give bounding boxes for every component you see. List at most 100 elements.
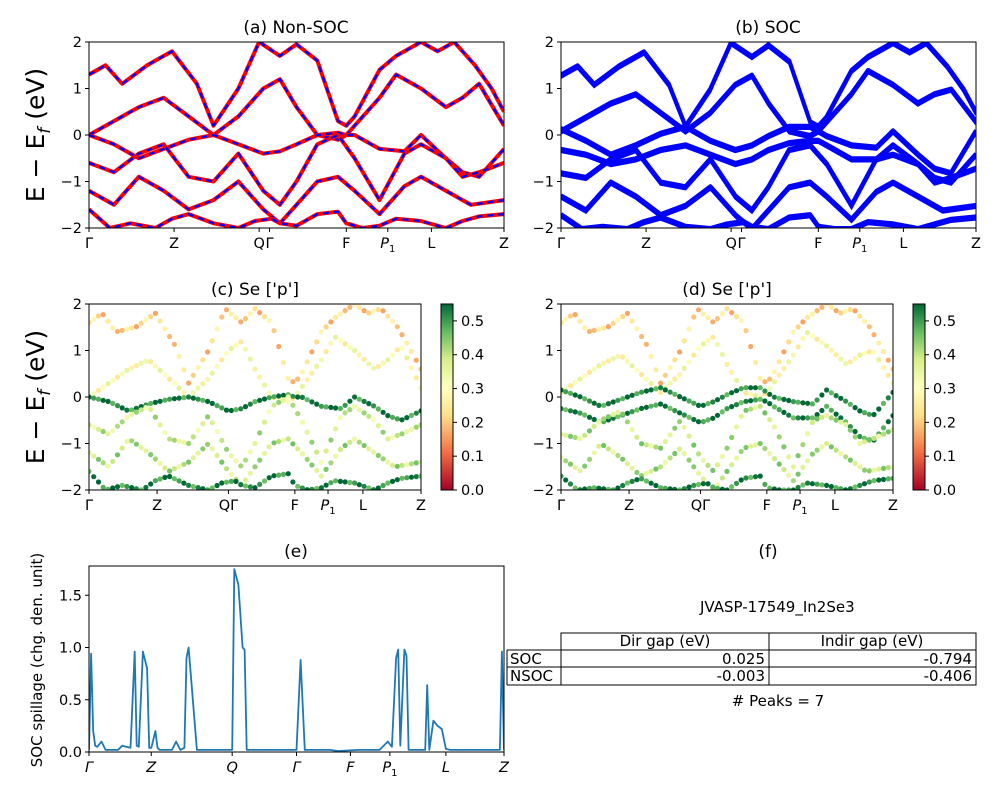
- band-point: [786, 359, 792, 365]
- band-point: [786, 412, 792, 418]
- band-point: [561, 454, 564, 460]
- band-point: [790, 478, 797, 484]
- band-point: [596, 443, 602, 449]
- band-point: [190, 483, 196, 490]
- band-point: [667, 486, 673, 490]
- band-point: [408, 365, 415, 371]
- band-line-split-2: [561, 127, 976, 177]
- band-point: [333, 314, 339, 320]
- band-point: [567, 408, 574, 414]
- band-point: [748, 398, 754, 404]
- band-point: [247, 449, 253, 455]
- band-point: [261, 419, 268, 425]
- band-point: [757, 375, 763, 381]
- band-point: [333, 453, 339, 459]
- band-point: [843, 308, 849, 314]
- band-point: [252, 440, 258, 447]
- band-point: [639, 441, 645, 447]
- band-point: [195, 427, 201, 433]
- band-point: [290, 441, 296, 447]
- band-point: [691, 400, 697, 406]
- band-point: [352, 480, 358, 486]
- band-point: [876, 340, 882, 346]
- band-point: [605, 446, 612, 452]
- table-header-indir: Indir gap (eV): [821, 632, 924, 650]
- band-point: [413, 460, 419, 466]
- band-point: [266, 318, 272, 324]
- band-point: [219, 357, 225, 363]
- band-point: [634, 367, 640, 373]
- band-point: [561, 320, 564, 326]
- x-tick-label: P1: [320, 498, 335, 517]
- band-point: [857, 313, 863, 319]
- band-point: [181, 367, 187, 373]
- band-point: [209, 446, 215, 452]
- plot-frame: [88, 303, 422, 491]
- x-tick-label: Γ: [85, 236, 93, 252]
- band-point: [167, 468, 173, 474]
- band-point: [620, 411, 626, 417]
- band-point: [695, 307, 702, 313]
- band-point: [100, 384, 106, 390]
- band-point: [356, 352, 362, 358]
- band-point: [314, 363, 320, 369]
- band-point: [214, 428, 220, 435]
- band-point: [601, 402, 607, 408]
- band-point: [719, 486, 725, 490]
- band-point: [790, 464, 797, 470]
- band-point: [639, 333, 645, 340]
- band-point: [596, 485, 602, 490]
- band-point: [582, 486, 588, 490]
- band-point: [167, 473, 173, 480]
- band-point: [610, 399, 616, 405]
- band-point: [347, 398, 353, 404]
- plot-area: [561, 304, 893, 490]
- band-point: [380, 409, 386, 415]
- plot-frame: [560, 303, 894, 491]
- band-point: [114, 328, 121, 335]
- band-point: [757, 403, 763, 409]
- band-point: [648, 403, 654, 409]
- band-point: [129, 407, 135, 413]
- band-point: [672, 391, 678, 397]
- band-point: [280, 471, 287, 477]
- band-point: [418, 366, 421, 372]
- band-point: [404, 475, 410, 481]
- band-point: [567, 433, 574, 439]
- band-point: [838, 415, 844, 421]
- band-point: [257, 457, 263, 463]
- band-point: [129, 411, 135, 417]
- band-point: [389, 462, 396, 468]
- band-point: [148, 452, 154, 458]
- band-point: [290, 402, 296, 408]
- band-point: [833, 393, 839, 399]
- x-tick-label: Γ: [737, 236, 745, 252]
- band-point: [299, 485, 305, 490]
- band-point: [658, 464, 664, 470]
- band-point: [95, 479, 102, 485]
- band-point: [257, 430, 263, 436]
- band-point: [366, 413, 372, 419]
- band-point: [209, 370, 215, 376]
- band-point: [119, 482, 125, 488]
- band-point: [857, 433, 863, 440]
- band-point: [394, 416, 400, 422]
- band-point: [304, 377, 310, 383]
- band-point: [162, 474, 168, 480]
- x-tick-label: Z: [888, 498, 898, 514]
- band-point: [871, 478, 877, 484]
- band-line-3: [561, 137, 976, 184]
- band-point: [295, 483, 301, 489]
- band-point: [371, 403, 377, 409]
- x-tick-label: F: [763, 498, 771, 514]
- band-point: [743, 390, 749, 396]
- plot-area: [89, 42, 504, 228]
- band-point: [385, 480, 391, 486]
- x-tick-label: QΓ: [691, 498, 711, 514]
- band-point: [333, 405, 339, 411]
- band-point: [280, 437, 287, 443]
- band-point: [776, 395, 782, 401]
- band-point: [847, 401, 853, 407]
- band-point: [838, 486, 844, 490]
